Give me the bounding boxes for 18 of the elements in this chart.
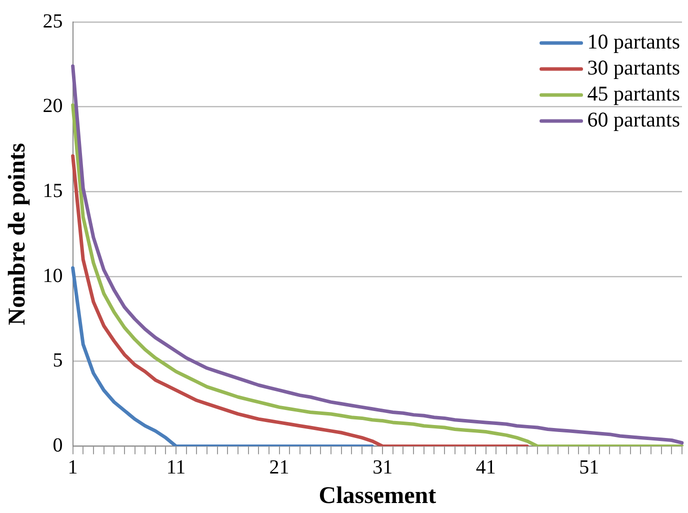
y-tick-label: 0 (52, 434, 63, 456)
y-tick-label: 10 (42, 264, 63, 287)
x-tick-label: 51 (579, 456, 600, 478)
x-tick-label: 21 (269, 456, 290, 478)
y-tick-label: 25 (42, 10, 63, 32)
y-axis-title: Nombre de points (4, 142, 31, 326)
x-tick-label: 11 (166, 456, 186, 478)
y-tick-label: 5 (52, 350, 63, 372)
legend-label: 45 partants (587, 82, 680, 106)
legend-label: 10 partants (587, 30, 680, 54)
legend-label: 60 partants (587, 108, 680, 132)
legend-label: 30 partants (587, 56, 680, 80)
x-tick-label: 41 (476, 456, 496, 478)
x-tick-label: 1 (68, 456, 78, 478)
x-tick-label: 31 (372, 456, 393, 478)
y-tick-label: 15 (42, 180, 63, 202)
x-axis-title: Classement (318, 482, 436, 509)
y-tick-label: 20 (42, 95, 63, 118)
